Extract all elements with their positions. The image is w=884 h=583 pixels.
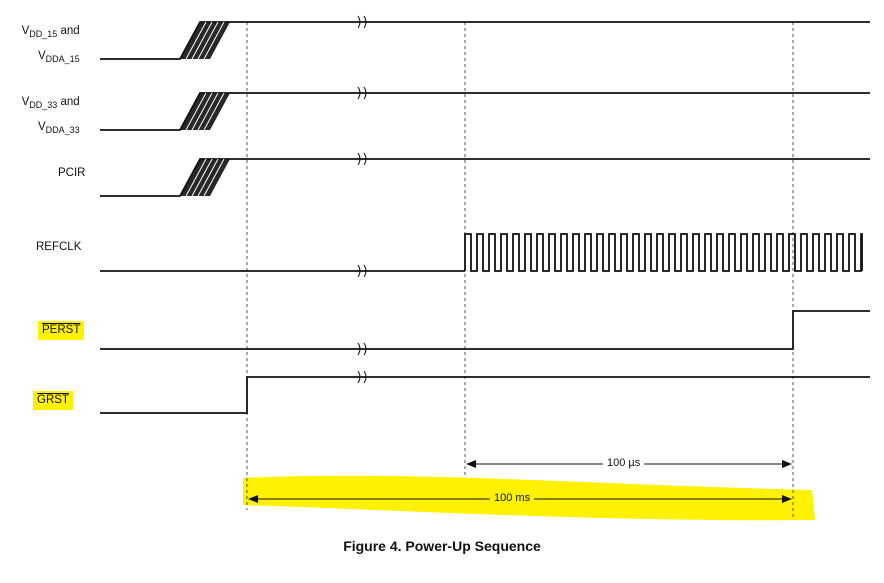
break-mark-vdd33 [357,86,367,100]
waveform-grst [100,376,870,414]
label-perst: PERST [38,321,85,340]
waveform-vdd33 [100,92,870,131]
break-mark-refclk [357,264,367,278]
label-grst: GRST [33,391,73,410]
figure-caption: Figure 4. Power-Up Sequence [343,538,541,554]
break-mark-vdd15 [357,15,367,29]
label-refclk: REFCLK [36,241,82,253]
reference-lines [246,22,794,518]
label-grst-text: GRST [37,394,69,406]
waveform-pcir [100,158,870,197]
measure-label-100us: 100 µs [603,457,645,469]
break-mark-grst [357,370,367,384]
waveform-vdd15 [100,21,870,60]
label-vdd33: VDD_33 and VDDA_33 [21,96,80,135]
label-perst-text: PERST [42,324,81,336]
refclk-clock-pulses [464,233,863,272]
waveform-refclk [100,233,863,272]
label-vdd15: VDD_15 and VDDA_15 [21,25,80,64]
break-mark-pcir [357,152,367,166]
break-marks [357,15,367,384]
waveform-perst [100,310,870,350]
measure-label-100ms: 100 ms [490,492,535,504]
break-mark-perst [357,342,367,356]
label-pcir: PCIR [58,167,86,179]
